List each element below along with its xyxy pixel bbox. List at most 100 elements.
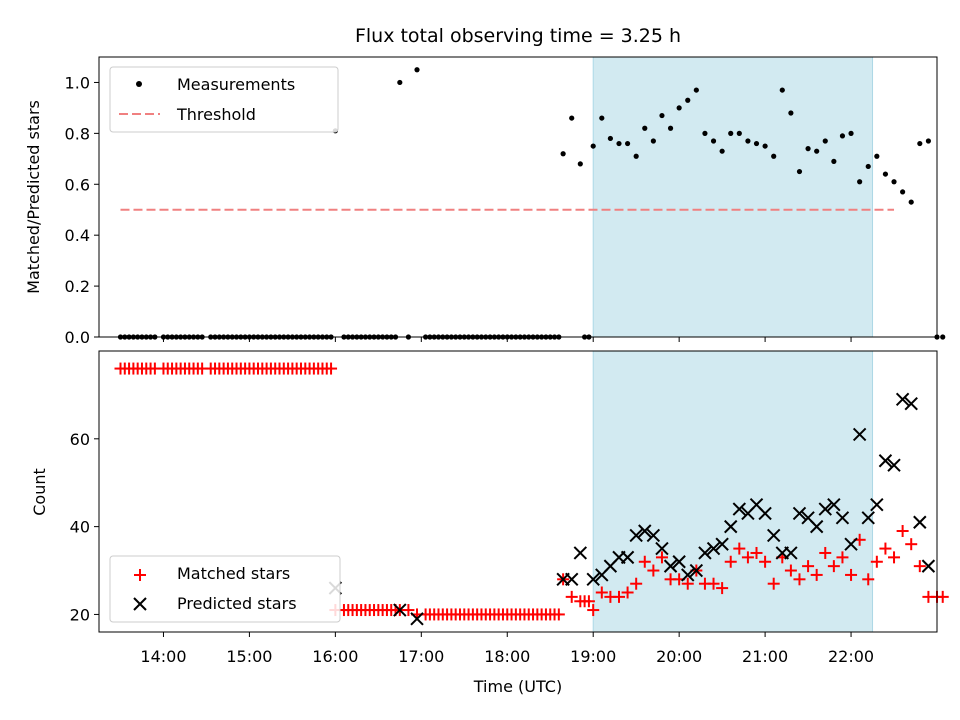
measurement-point — [891, 179, 897, 185]
predicted-star-point — [573, 546, 588, 560]
predicted-star-point — [870, 497, 884, 512]
measurement-point — [599, 115, 605, 121]
measurement-point — [882, 171, 889, 177]
predicted-star-point — [706, 541, 721, 556]
measurement-point — [908, 199, 914, 205]
matched-star-point — [759, 555, 772, 568]
xtick-label: 18:00 — [484, 647, 530, 666]
measurement-point — [839, 133, 846, 139]
xtick-label: 21:00 — [742, 647, 788, 666]
predicted-star-point — [827, 497, 841, 512]
measurement-point — [624, 140, 631, 147]
bottom-panel: 20 40 60 14:00 15:00 16:00 17:00 18:00 19:00 20:… — [30, 350, 949, 696]
legend-matched-marker — [134, 569, 146, 581]
measurement-point — [745, 138, 751, 144]
measurement-point — [607, 135, 613, 142]
matched-star-point — [827, 560, 840, 573]
predicted-star-point — [809, 519, 824, 534]
predicted-star-point — [629, 528, 643, 543]
matched-star-point — [638, 555, 651, 568]
legend-matched-label: Matched stars — [177, 564, 290, 583]
matched-star-point — [565, 590, 578, 603]
matched-star-point — [587, 604, 600, 617]
measurement-point — [848, 130, 854, 136]
measurement-point — [650, 138, 656, 144]
predicted-star-point — [638, 524, 652, 538]
predicted-star-point — [844, 537, 858, 551]
predicted-star-point — [724, 519, 738, 534]
measurement-point — [917, 140, 923, 147]
predicted-star-point — [586, 572, 600, 587]
measurement-point — [569, 115, 575, 121]
measurement-point — [659, 112, 665, 119]
matched-star-point — [845, 568, 858, 581]
top-panel: 0.0 0.2 0.4 0.6 0.8 1.0 Matched/Predicted sta… — [24, 56, 946, 347]
legend-predicted-label: Predicted stars — [177, 594, 297, 613]
matched-star-point — [793, 573, 806, 586]
xtick-label: 17:00 — [398, 647, 444, 666]
top-ytick-label: 1.0 — [65, 73, 90, 92]
matched-star-point — [870, 555, 883, 568]
predicted-star-point — [672, 555, 686, 569]
matched-star-point — [681, 577, 694, 590]
predicted-star-point — [895, 392, 910, 407]
chart-title: Flux total observing time = 3.25 h — [355, 25, 681, 47]
matched-star-point — [913, 560, 926, 573]
bottom-y-axis-label: Count — [30, 468, 49, 516]
matched-star-point — [621, 586, 634, 599]
top-ytick-label: 0.0 — [65, 328, 90, 347]
predicted-star-point — [689, 563, 704, 578]
measurement-point — [685, 97, 691, 103]
predicted-star-point — [784, 546, 798, 560]
predicted-star-point — [646, 528, 661, 543]
matched-star-point — [936, 590, 949, 603]
measurement-point — [865, 163, 871, 170]
predicted-star-point — [852, 427, 867, 442]
xtick-label: 19:00 — [570, 647, 616, 666]
matched-star-point — [402, 604, 415, 617]
measurement-point — [590, 143, 596, 149]
bottom-panel-frame — [98, 350, 938, 633]
top-observing-window — [592, 56, 874, 338]
predicted-star-point — [921, 559, 936, 573]
measurement-point — [560, 151, 566, 157]
matched-star-point — [325, 362, 338, 375]
measurement-point — [710, 138, 717, 144]
measurement-point — [874, 153, 880, 159]
measurement-point — [796, 168, 803, 175]
measurement-point — [771, 153, 777, 159]
predicted-star-point — [766, 528, 781, 543]
measurement-point — [397, 79, 403, 86]
predicted-star-point — [913, 515, 927, 529]
matched-star-point — [750, 546, 763, 559]
measurement-point — [642, 125, 648, 131]
measurement-point — [779, 87, 785, 93]
top-panel-frame — [98, 56, 938, 338]
matched-star-point — [741, 551, 754, 564]
matched-star-point — [819, 546, 832, 559]
matched-star-point — [595, 586, 608, 599]
legend-measurements-label: Measurements — [177, 75, 295, 94]
measurement-point — [736, 130, 742, 136]
predicted-star-point — [732, 502, 747, 516]
measurement-point — [814, 148, 820, 154]
matched-star-point — [802, 560, 815, 573]
matched-star-point — [612, 590, 625, 603]
matched-star-point — [810, 568, 823, 581]
measurement-point — [805, 146, 811, 152]
predicted-star-point — [655, 541, 669, 556]
measurement-point — [857, 179, 863, 185]
measurement-point — [831, 158, 837, 164]
measurement-point — [676, 105, 682, 111]
matched-star-point — [767, 577, 780, 590]
matched-star-point — [896, 525, 909, 538]
matched-star-point — [905, 538, 918, 551]
measurement-point — [753, 140, 760, 147]
measurement-point — [616, 140, 622, 147]
predicted-star-point — [758, 506, 772, 521]
legend-predicted-marker — [133, 597, 147, 611]
predicted-star-point — [393, 603, 407, 617]
bottom-ytick-label: 60 — [70, 430, 90, 449]
matched-star-point — [724, 555, 737, 568]
predicted-star-point — [878, 454, 893, 468]
